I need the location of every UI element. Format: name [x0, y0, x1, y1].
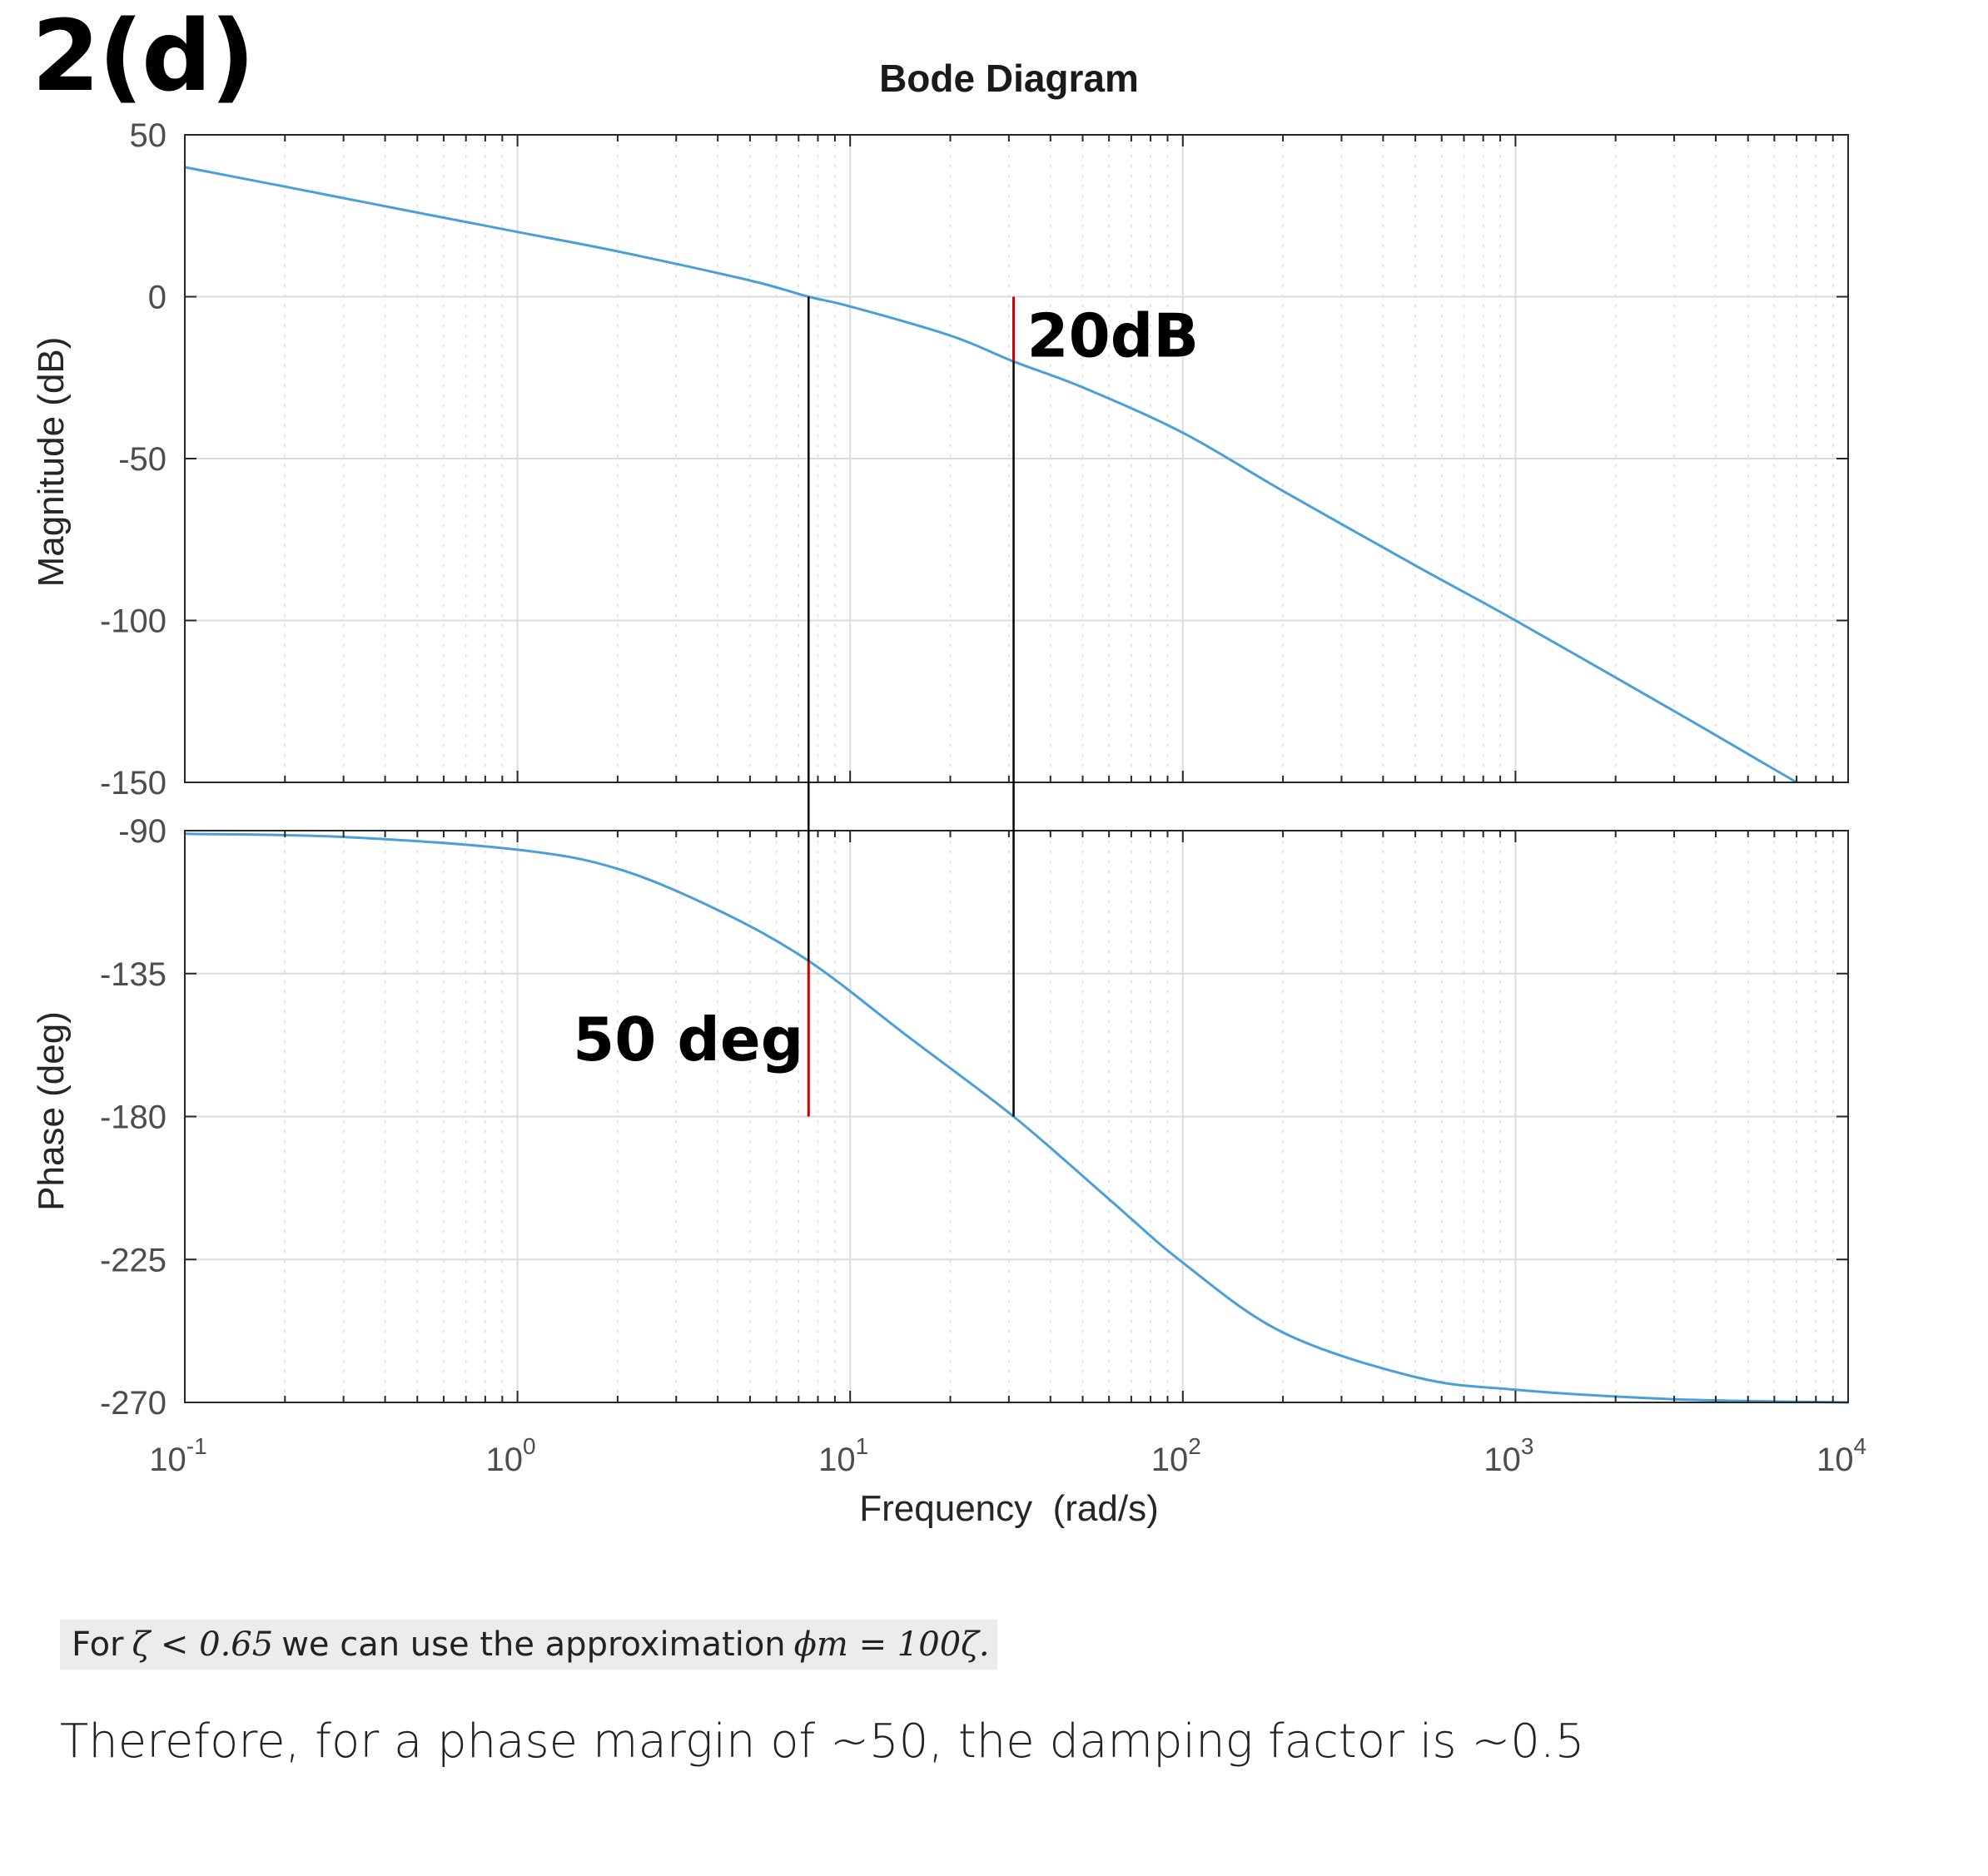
annotation-labels: 20dB 50 deg	[573, 301, 1199, 1074]
x-tick-label: 103	[1484, 1433, 1533, 1478]
x-tick-label: 10-1	[149, 1433, 206, 1478]
note-condition: ζ < 0.65	[132, 1625, 274, 1664]
annotation-lines	[807, 296, 1016, 1117]
x-tick-label: 102	[1151, 1433, 1201, 1478]
y-tick-label: -270	[100, 1385, 166, 1422]
y-tick-label: -100	[100, 603, 166, 640]
y-tick-label: -135	[100, 956, 166, 993]
x-tick-label: 101	[818, 1433, 868, 1478]
approximation-note: For ζ < 0.65 we can use the approximatio…	[60, 1620, 997, 1670]
y-tick-label: -50	[118, 441, 166, 478]
y-tick-label: -225	[100, 1242, 166, 1278]
y-tick-label: -150	[100, 765, 166, 802]
phase-grid	[185, 830, 1848, 1403]
gain-margin-label: 20dB	[1027, 301, 1200, 371]
y-tick-label: -90	[118, 813, 166, 850]
bode-diagram: Bode Diagram 500-50-100-150 -90-135-180-…	[31, 57, 1866, 1529]
note-middle: we can use the approximation	[281, 1625, 786, 1664]
magnitude-y-ticks: 50 0 -50 -100 -150	[100, 117, 166, 802]
phase-margin-label: 50 deg	[573, 1005, 803, 1074]
phase-axis-label: Phase (deg)	[31, 1011, 72, 1211]
y-tick-label: 0	[148, 280, 166, 316]
x-tick-label: 104	[1817, 1433, 1866, 1478]
magnitude-axis-label: Magnitude (dB)	[31, 337, 72, 588]
conclusion-text: Therefore, for a phase margin of ~50, th…	[60, 1715, 1585, 1769]
x-tick-label: 100	[486, 1433, 536, 1478]
x-axis-label: Frequency (rad/s)	[859, 1488, 1158, 1529]
magnitude-curve	[184, 166, 1797, 784]
page-title: 2(d)	[32, 0, 255, 113]
magnitude-grid	[185, 134, 1848, 783]
y-tick-label: -180	[100, 1099, 166, 1136]
x-ticks: 10-1 100 101 102 103 104	[149, 1433, 1866, 1478]
magnitude-axes-frame	[184, 134, 1849, 783]
note-formula: ϕm = 100ζ.	[793, 1625, 990, 1664]
note-prefix: For	[72, 1625, 124, 1664]
chart-title: Bode Diagram	[879, 57, 1139, 100]
phase-y-ticks: -90 -135 -180 -225 -270	[100, 813, 166, 1422]
magnitude-series-line	[184, 166, 1797, 784]
y-tick-label: 50	[130, 117, 167, 154]
phase-axes-frame	[184, 830, 1849, 1403]
phase-curve	[184, 832, 1849, 1404]
phase-series-line	[184, 832, 1849, 1404]
